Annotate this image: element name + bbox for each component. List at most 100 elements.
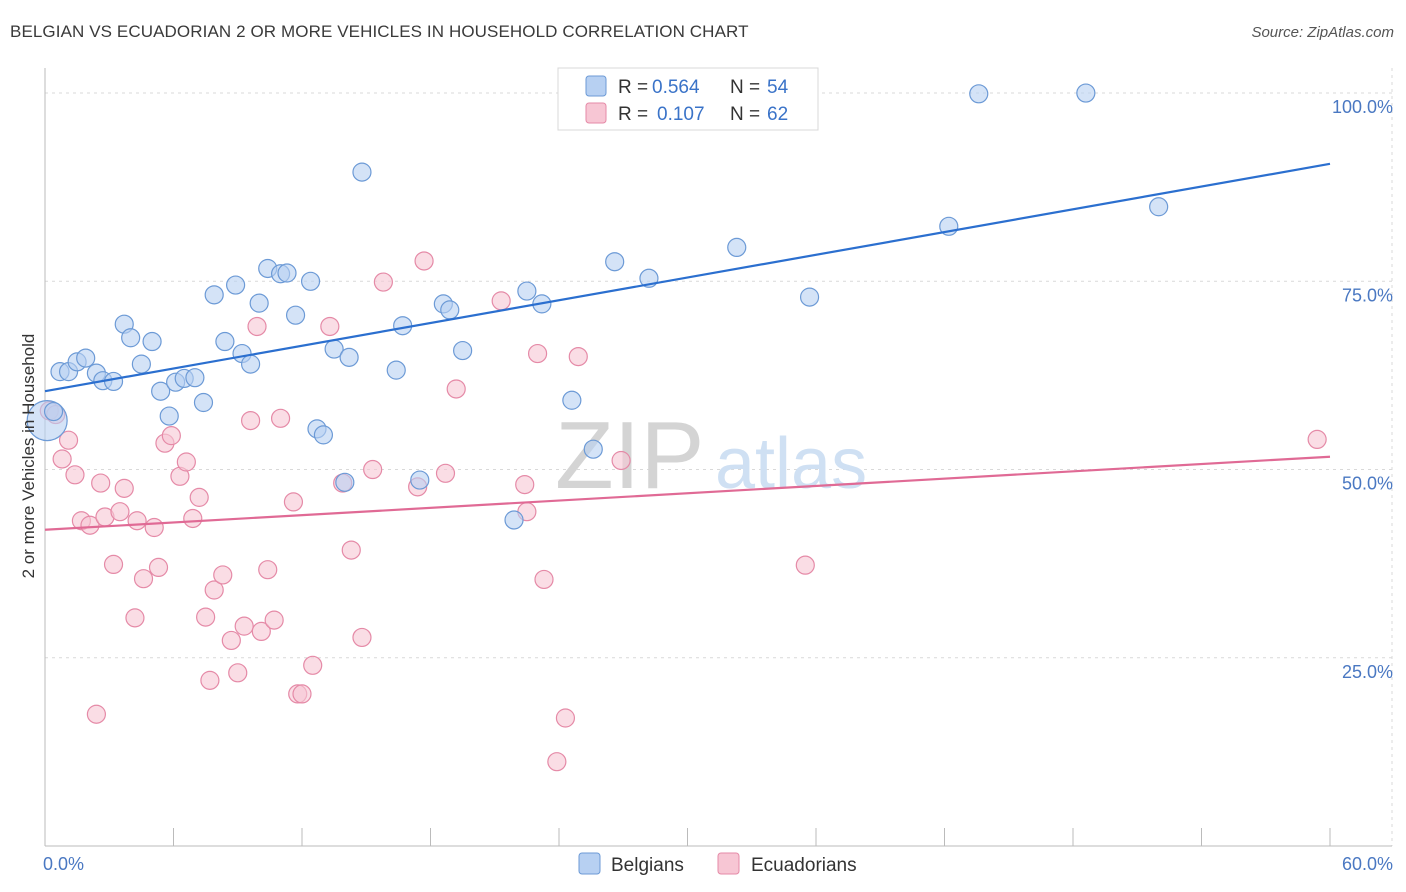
data-points [26,83,1327,772]
ecuadorian-point [446,379,466,399]
belgian-point [204,285,224,305]
belgian-point [226,275,246,295]
belgian-point [103,371,124,392]
ecuadorian-point [247,316,267,337]
ecuadorian-point [161,426,181,446]
ecuadorian-point [80,515,100,535]
ecuadorian-point [110,502,130,522]
legend-n-value: 62 [767,104,788,125]
legend-swatch-belgians [578,852,601,875]
ecuadorian-point [258,560,278,580]
source-credit: Source: ZipAtlas.com [1251,24,1394,41]
belgian-point [249,293,269,313]
ecuadorian-point [241,410,261,431]
belgian-point [386,360,406,380]
ecuadorian-point [527,343,548,364]
ecuadorian-point [515,474,535,495]
belgian-point [440,300,460,320]
stats-legend: R = 0.564 N = 54 R = 0.107 N = 62 [557,67,819,131]
belgian-point [727,237,747,258]
belgian-point [76,348,96,368]
belgian-point [121,328,141,348]
ecuadorian-point [352,627,372,648]
belgian-point [43,401,64,422]
ecuadorian-point [292,684,312,704]
belgian-point [285,305,306,325]
y-tick-label: 75.0% [1342,285,1393,305]
belgian-point [193,392,214,413]
ecuadorian-point [52,449,72,469]
ecuadorian-point [414,251,434,271]
belgian-point [1149,197,1169,217]
ecuadorian-point [363,459,383,480]
legend-n-label: N = [730,77,760,98]
belgian-point [799,287,820,307]
ecuadorian-point [435,463,456,483]
ecuadorian-point [611,450,631,471]
belgian-point [277,263,297,283]
chart-title: BELGIAN VS ECUADORIAN 2 OR MORE VEHICLES… [10,22,749,41]
ecuadorian-point [103,554,124,575]
belgian-point [335,472,355,492]
belgian-point [215,331,235,352]
y-tick-labels: 25.0% 50.0% 75.0% 100.0% [1332,97,1393,682]
belgian-point [241,354,261,374]
watermark-atlas: atlas [715,424,867,504]
belgian-point [562,390,582,410]
ecuadorian-point [204,580,224,600]
ecuadorian-trend-line [44,455,1331,531]
ecuadorian-point [534,569,554,590]
ecuadorian-point [373,272,393,292]
ecuadorian-point [200,670,220,690]
ecuadorian-point [86,704,107,724]
ecuadorian-point [125,608,145,628]
belgian-point [410,470,430,490]
belgian-point [131,354,151,374]
series-legend: Belgians Ecuadorians [578,852,857,876]
belgian-point [453,340,473,361]
y-axis-label: 2 or more Vehicles in Household [19,334,38,579]
legend-n-value: 54 [767,77,789,98]
belgian-point [339,347,359,367]
legend-swatch-belgians [585,75,607,97]
trend-lines [44,162,1331,531]
legend-r-value: 0.564 [652,77,700,98]
ecuadorian-point [568,346,588,367]
ecuadorian-point [58,430,79,450]
legend-n-label: N = [730,104,760,125]
belgian-point [300,271,321,291]
ecuadorian-point [228,663,248,683]
x-tick-labels: 0.0% 60.0% [43,854,1393,874]
ecuadorian-point [491,291,511,311]
belgian-point [313,425,334,445]
gridlines [45,68,1393,846]
ecuadorian-point [213,565,233,585]
belgian-trend-line [44,162,1331,393]
y-tick-label: 25.0% [1342,662,1393,682]
ecuadorian-point [251,621,271,642]
y-tick-label: 50.0% [1342,474,1393,494]
ecuadorian-point [176,452,196,472]
ecuadorian-point [1307,429,1327,450]
legend-swatch-ecuadorians [717,852,740,875]
ecuadorian-point [196,607,216,627]
watermark-zip: ZIP [555,402,704,509]
belgian-point [969,84,989,104]
ecuadorian-point [555,708,576,728]
ecuadorian-point [148,557,169,578]
belgian-point [185,368,205,388]
belgian-point [159,406,179,426]
legend-r-label: R = [618,77,648,98]
ecuadorian-point [91,473,111,493]
ecuadorian-point [264,610,284,630]
x-tick-label: 0.0% [43,854,84,874]
ecuadorian-point [114,478,134,498]
legend-label-ecuadorians: Ecuadorians [751,855,857,876]
axes [44,68,1392,847]
belgian-point [583,439,603,459]
ecuadorian-point [320,316,340,337]
ecuadorian-point [144,517,164,538]
ecuadorian-point [341,540,361,560]
legend-label-belgians: Belgians [611,855,684,876]
